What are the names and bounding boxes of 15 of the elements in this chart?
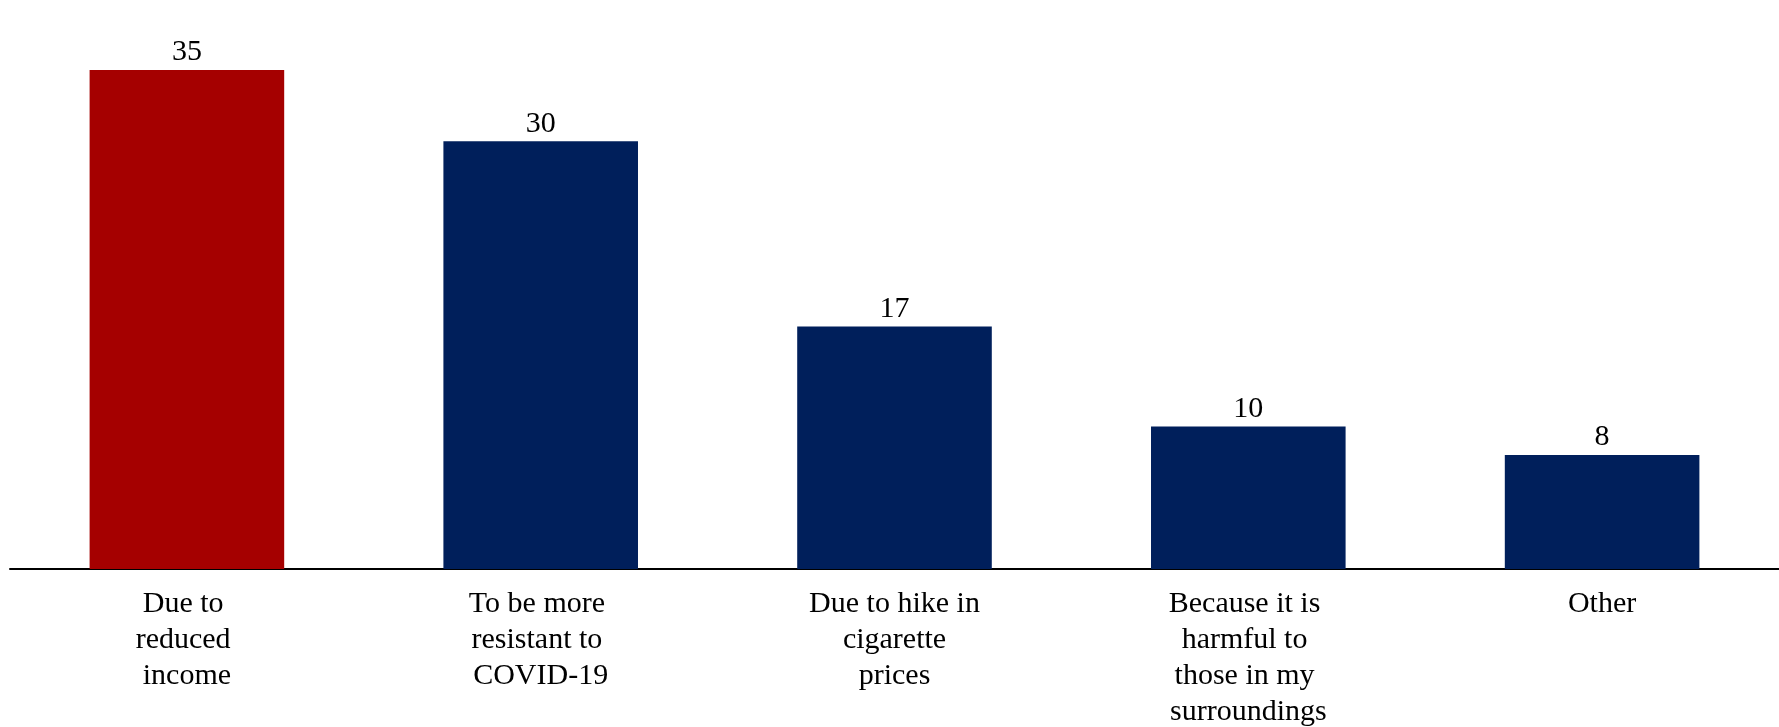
x-tick-label: Due to hike in cigarette prices: [809, 584, 980, 690]
x-tick-label: Because it is harmful to those in my surroundings: [1168, 584, 1328, 726]
bar: [797, 326, 992, 569]
x-tick-label: Other: [1567, 584, 1637, 618]
data-label: 35: [171, 33, 202, 67]
data-label: 8: [1594, 418, 1610, 452]
data-label: 10: [1233, 389, 1264, 423]
bar: [1504, 454, 1700, 569]
x-tick-label: To be more resistant to COVID-19: [468, 584, 613, 690]
x-tick-label: Due to reduced income: [135, 584, 239, 690]
bar: [443, 141, 638, 569]
data-label: 17: [879, 290, 910, 324]
bar: [1151, 426, 1346, 569]
bar: [89, 69, 285, 569]
data-label: 30: [525, 104, 556, 138]
